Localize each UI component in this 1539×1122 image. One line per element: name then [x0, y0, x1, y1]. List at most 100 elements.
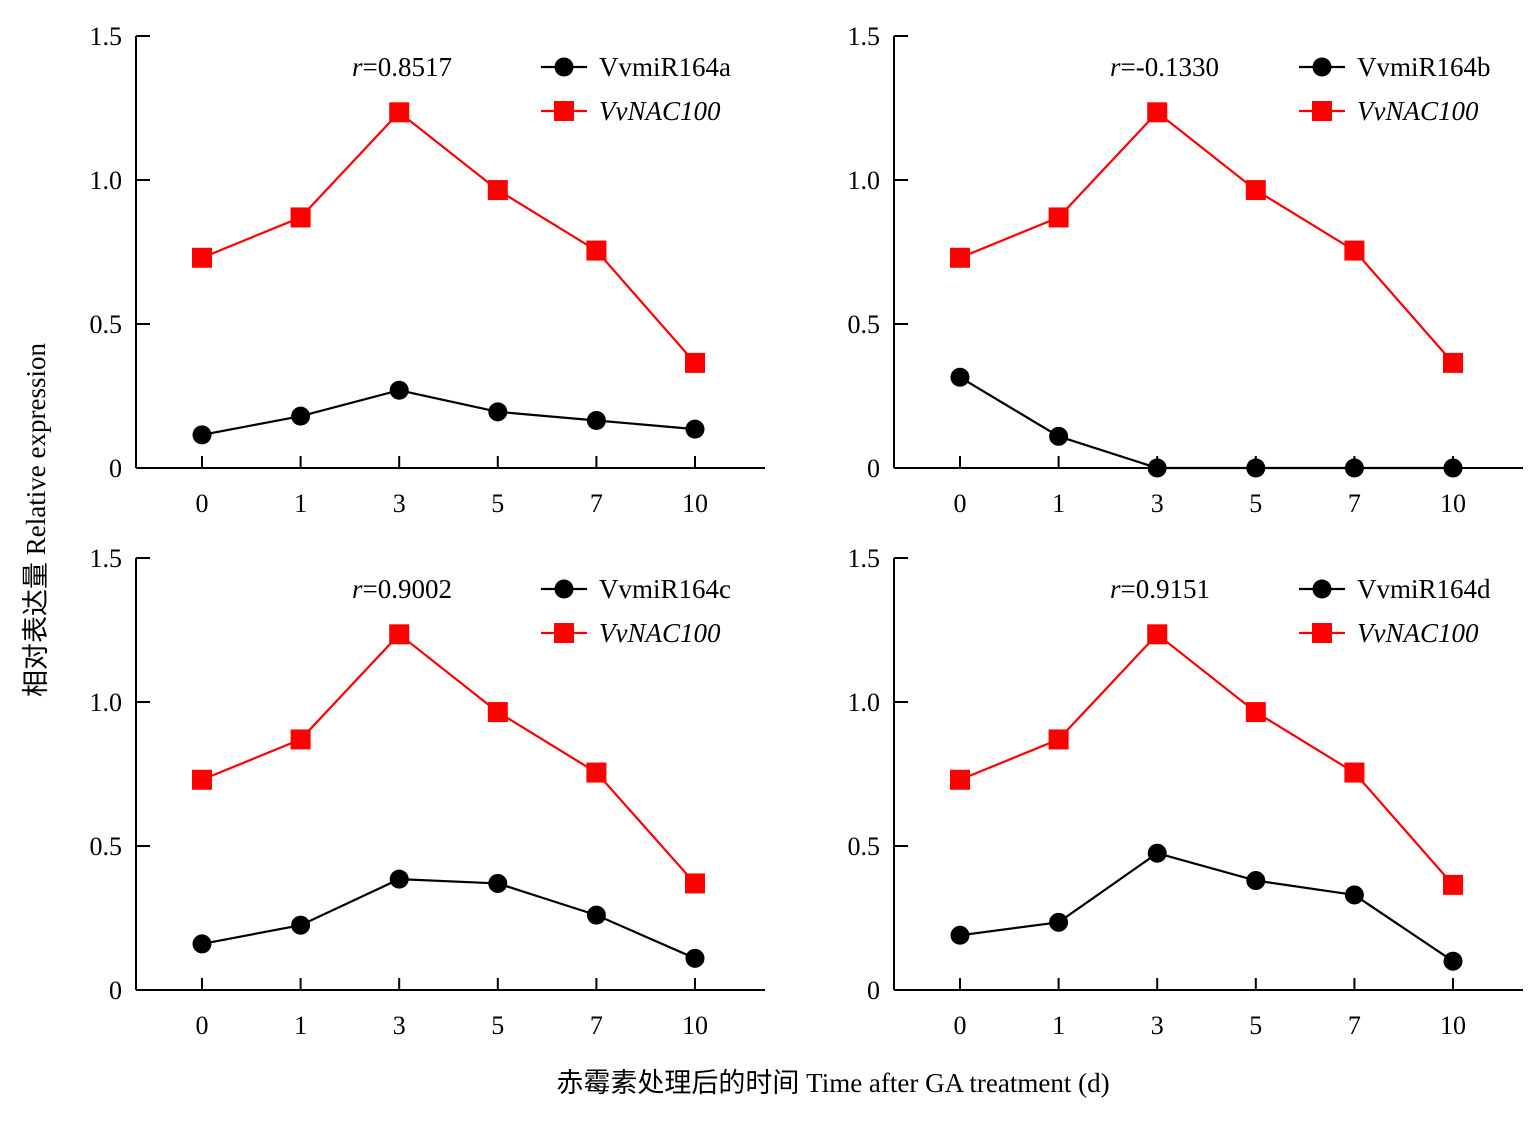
legend-marker-circle: [554, 579, 574, 599]
series-line-vvmir164b: [959, 376, 1453, 470]
legend-label: VvmiR164b: [1357, 52, 1491, 82]
data-point-circle: [1049, 912, 1069, 932]
data-point-square: [487, 180, 508, 201]
legend-marker-square: [1312, 101, 1332, 121]
data-point-square: [1147, 102, 1168, 123]
y-tick-label: 0: [867, 454, 880, 483]
data-point-circle: [685, 419, 705, 439]
data-point-square: [290, 207, 311, 228]
x-tick-label: 10: [682, 489, 708, 518]
legend-label: VvmiR164d: [1357, 574, 1491, 604]
x-tick-label: 10: [682, 1011, 708, 1040]
y-tick-label: 1.5: [848, 22, 881, 51]
data-point-circle: [1344, 458, 1364, 478]
x-tick-label: 0: [954, 489, 967, 518]
legend-label: VvNAC100: [599, 618, 721, 648]
data-point-square: [192, 769, 212, 790]
data-point-square: [586, 240, 607, 261]
data-point-square: [586, 762, 607, 783]
data-point-square: [1443, 874, 1463, 895]
x-tick-label: 5: [1249, 1011, 1262, 1040]
data-point-circle: [192, 934, 212, 954]
legend-label: VvNAC100: [599, 96, 721, 126]
data-point-circle: [389, 380, 409, 400]
data-point-square: [1048, 729, 1069, 750]
y-tick-label: 1.0: [90, 688, 123, 717]
data-point-circle: [586, 410, 606, 430]
data-point-circle: [291, 406, 311, 426]
x-tick-label: 7: [590, 489, 603, 518]
y-tick-label: 1.0: [90, 166, 123, 195]
x-tick-label: 1: [1052, 489, 1065, 518]
data-point-square: [685, 873, 705, 894]
panel-2: 0 0.5 1.0 1.5 0 1 3 5 7 10 VvmiR164b VvNAC100 r=-0.1…: [848, 22, 1523, 518]
x-tick-label: 3: [1151, 1011, 1164, 1040]
data-point-circle: [1147, 458, 1167, 478]
data-point-square: [1245, 180, 1266, 201]
data-point-circle: [1049, 426, 1069, 446]
data-point-square: [1245, 702, 1266, 723]
y-tick-label: 1.0: [848, 166, 881, 195]
y-tick-label: 1.5: [90, 544, 123, 573]
x-tick-label: 7: [1348, 1011, 1361, 1040]
data-point-square: [192, 247, 212, 268]
legend-marker-circle: [554, 57, 574, 77]
y-tick-label: 1.0: [848, 688, 881, 717]
data-point-circle: [586, 905, 606, 925]
x-tick-label: 5: [491, 1011, 504, 1040]
data-point-circle: [950, 925, 970, 945]
data-point-square: [950, 247, 970, 268]
data-point-circle: [1246, 871, 1266, 891]
x-tick-label: 10: [1440, 1011, 1466, 1040]
legend-marker-circle: [1312, 57, 1332, 77]
data-point-square: [1048, 207, 1069, 228]
y-tick-label: 0: [109, 454, 122, 483]
y-tick-label: 0.5: [90, 310, 123, 339]
x-tick-label: 1: [1052, 1011, 1065, 1040]
data-point-circle: [950, 367, 970, 387]
data-point-square: [290, 729, 311, 750]
legend-label: VvNAC100: [1357, 618, 1479, 648]
y-axis-title: 相对表达量 Relative expression: [21, 343, 51, 697]
x-tick-label: 1: [294, 489, 307, 518]
series-line-vvnac100: [201, 632, 696, 885]
panel-1: 0 0.5 1.0 1.5 0 1 3 5 7 10 VvmiR164a VvNAC100 r=0.85…: [90, 22, 765, 518]
data-point-circle: [1443, 458, 1463, 478]
x-tick-label: 0: [196, 1011, 209, 1040]
data-point-circle: [1344, 885, 1364, 905]
data-point-circle: [192, 425, 212, 445]
y-tick-label: 1.5: [848, 544, 881, 573]
x-tick-label: 5: [1249, 489, 1262, 518]
data-point-circle: [685, 948, 705, 968]
data-point-square: [950, 769, 970, 790]
data-point-square: [389, 624, 410, 645]
legend-marker-circle: [1312, 579, 1332, 599]
data-point-square: [685, 352, 705, 373]
x-tick-label: 3: [393, 1011, 406, 1040]
data-point-square: [487, 702, 508, 723]
data-point-circle: [1443, 951, 1463, 971]
data-point-square: [1344, 762, 1365, 783]
series-line-vvmir164c: [201, 878, 696, 960]
data-point-square: [1344, 240, 1365, 261]
correlation-label: r=-0.1330: [1110, 52, 1219, 82]
x-tick-label: 0: [196, 489, 209, 518]
data-point-square: [1147, 624, 1168, 645]
data-point-circle: [488, 402, 508, 422]
x-tick-label: 3: [1151, 489, 1164, 518]
series-line-vvmir164d: [959, 852, 1454, 963]
data-point-square: [389, 102, 410, 123]
y-tick-label: 0.5: [848, 832, 881, 861]
data-point-circle: [1246, 458, 1266, 478]
x-axis-title: 赤霉素处理后的时间 Time after GA treatment (d): [556, 1068, 1109, 1098]
legend-label: VvmiR164a: [599, 52, 731, 82]
series-line-vvnac100: [201, 110, 696, 364]
series-line-vvmir164a: [201, 389, 696, 436]
series-line-vvnac100: [959, 632, 1454, 886]
x-tick-label: 7: [590, 1011, 603, 1040]
data-point-circle: [389, 869, 409, 889]
series-line-vvnac100: [959, 110, 1454, 364]
legend-marker-square: [554, 623, 574, 643]
y-tick-label: 1.5: [90, 22, 123, 51]
